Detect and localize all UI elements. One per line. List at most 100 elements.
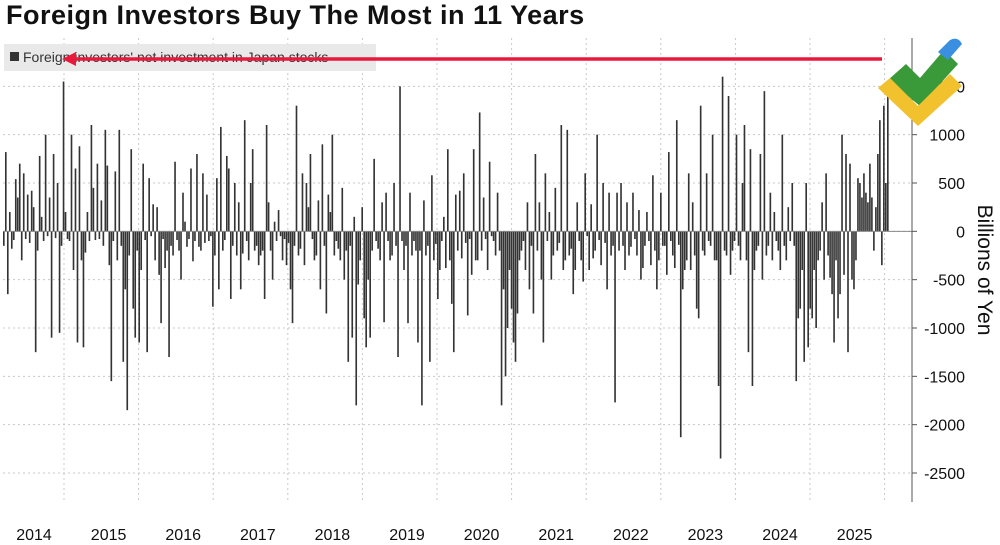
bar <box>757 231 760 246</box>
bar <box>182 192 184 232</box>
bar <box>198 231 200 247</box>
bar <box>574 231 577 270</box>
bar <box>737 231 740 246</box>
bar <box>68 231 71 241</box>
bar <box>859 183 861 232</box>
bar <box>881 231 883 266</box>
bar <box>158 231 160 275</box>
bar <box>761 231 764 280</box>
bar <box>287 231 290 243</box>
bar <box>837 231 839 319</box>
bar <box>214 231 216 256</box>
bar <box>96 163 99 232</box>
bar <box>476 231 479 261</box>
bar <box>516 231 519 314</box>
bar <box>313 231 316 261</box>
bar <box>679 231 682 438</box>
bar <box>3 231 5 246</box>
bar <box>172 231 174 256</box>
bar <box>100 200 103 232</box>
bar <box>333 231 336 256</box>
bar <box>273 221 276 232</box>
bar <box>433 231 435 261</box>
bar <box>6 231 9 295</box>
bar <box>586 231 588 237</box>
bar <box>494 231 497 256</box>
x-tick-label: 2019 <box>389 527 425 544</box>
bar <box>691 202 694 232</box>
bar <box>608 192 610 232</box>
bar <box>66 231 69 240</box>
bar <box>687 173 690 232</box>
bar <box>289 231 292 290</box>
bar <box>677 231 680 245</box>
bar <box>132 231 135 309</box>
bar <box>447 149 449 232</box>
bar <box>361 207 364 232</box>
bar <box>140 231 143 270</box>
bar <box>851 231 853 280</box>
bar <box>628 231 630 256</box>
bar <box>379 231 381 261</box>
bar <box>697 231 700 319</box>
bar <box>210 231 212 237</box>
bar <box>237 202 240 232</box>
bar <box>261 231 264 251</box>
bar <box>94 231 97 241</box>
bar <box>478 112 481 232</box>
bar <box>40 216 43 232</box>
bar <box>335 231 338 241</box>
bar <box>225 155 228 232</box>
x-tick-label: 2020 <box>464 527 500 544</box>
chart-title: Foreign Investors Buy The Most in 11 Yea… <box>6 0 585 30</box>
bar <box>811 231 813 319</box>
bar <box>134 231 137 338</box>
bar <box>450 231 453 304</box>
bar <box>106 165 109 232</box>
bar <box>32 207 35 232</box>
bar <box>879 120 881 232</box>
bar <box>729 231 732 275</box>
bar <box>831 231 833 295</box>
bar <box>508 231 511 270</box>
bar <box>235 231 238 256</box>
bar <box>620 183 622 232</box>
bar <box>765 231 768 256</box>
bar <box>184 221 186 232</box>
bar <box>319 231 322 290</box>
bar <box>263 231 266 299</box>
bar <box>612 231 614 246</box>
bar <box>462 173 465 232</box>
bar <box>745 231 748 261</box>
bar <box>267 202 270 232</box>
bar <box>753 231 756 270</box>
bar <box>431 175 433 232</box>
x-tick-label: 2022 <box>613 527 649 544</box>
bar <box>54 231 57 239</box>
bar <box>731 231 734 251</box>
bar <box>741 183 744 232</box>
bar <box>815 231 817 328</box>
bar <box>807 231 809 348</box>
bar <box>703 231 706 256</box>
bar <box>793 231 796 246</box>
bar <box>194 231 196 241</box>
y-tick-label: 1000 <box>929 128 965 145</box>
y-tick-label: 500 <box>938 176 965 193</box>
bar <box>600 231 602 266</box>
bar <box>208 231 210 241</box>
bar <box>251 149 254 232</box>
bar-series <box>3 76 889 459</box>
bar <box>805 183 808 232</box>
x-tick-label: 2016 <box>165 527 201 544</box>
bar <box>231 231 234 246</box>
bar <box>646 212 648 232</box>
bar <box>72 231 75 270</box>
bar <box>660 192 662 232</box>
bar <box>116 231 119 261</box>
bar <box>42 231 45 241</box>
bar <box>241 231 244 254</box>
bar <box>224 231 226 241</box>
bar <box>345 231 348 251</box>
